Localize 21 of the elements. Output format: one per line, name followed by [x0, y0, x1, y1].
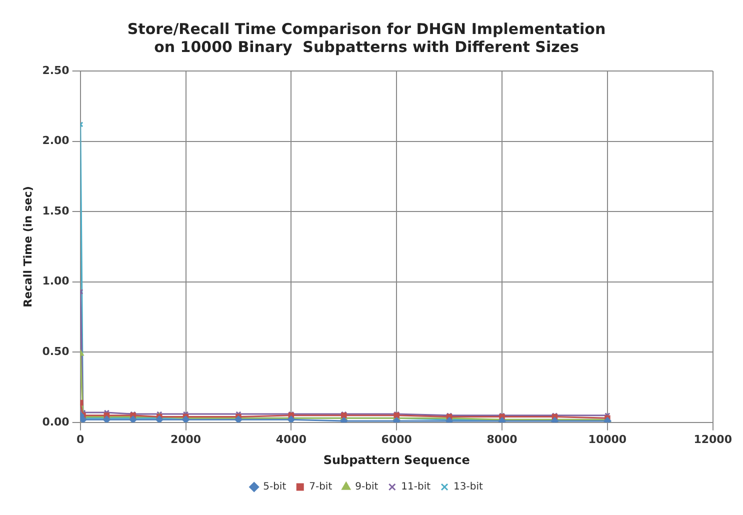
y-axis-title: Recall Time (in sec)	[21, 186, 34, 308]
x-tick-label: 10000	[588, 432, 627, 446]
y-tick-label: 1.00	[42, 274, 70, 288]
x-tick-label: 0	[76, 432, 85, 446]
legend-label: 11-bit	[401, 482, 431, 493]
legend-label: 7-bit	[309, 482, 332, 493]
y-tick-label: 0.00	[42, 415, 70, 428]
y-tick-label: 0.50	[42, 344, 70, 358]
legend-label: 13-bit	[454, 482, 483, 493]
legend-label: 9-bit	[355, 482, 378, 493]
x-axis-title: Subpattern Sequence	[323, 452, 470, 467]
y-tick-label: 2.00	[42, 134, 70, 148]
x-tick-label: 6000	[381, 432, 412, 446]
x-tick-label: 8000	[486, 432, 518, 446]
x-tick-label: 12000	[694, 432, 732, 446]
x-tick-label: 2000	[170, 432, 202, 446]
y-tick-label: 2.50	[42, 64, 70, 77]
legend-label: 5-bit	[263, 482, 286, 493]
y-tick-label: 1.50	[42, 204, 70, 218]
chart-title: Store/Recall Time Comparison for DHGN Implementation on 10000 Binary Subpatterns with Different Sizes	[127, 20, 606, 56]
x-tick-label: 4000	[276, 432, 307, 446]
